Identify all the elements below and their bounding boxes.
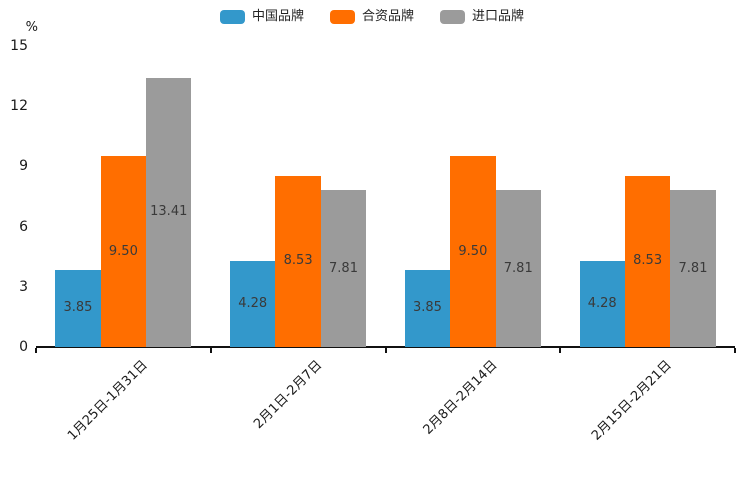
legend-label: 合资品牌 [361,9,414,24]
bar-进口品牌-3[interactable] [670,190,716,347]
y-tick-label: 12 [10,98,28,115]
x-category-label: 2月1日-2月7日 [251,357,326,432]
x-axis-tick [35,348,37,353]
x-category-label: 2月8日-2月14日 [420,357,501,438]
x-axis-line [36,346,735,348]
y-tick-label: 3 [19,278,28,295]
y-tick-label: 15 [10,38,28,54]
bar-中国品牌-0[interactable] [55,269,101,347]
bar-合资品牌-0[interactable] [100,156,147,347]
bar-合资品牌-1[interactable] [275,175,321,347]
y-tick-label: 9 [19,158,28,175]
bar-中国品牌-1[interactable] [230,261,276,347]
x-axis-tick [384,348,387,353]
y-tick-label: 6 [19,218,28,235]
legend-item-2[interactable]: 进口品牌 [440,10,524,24]
y-axis-unit-label: % [25,20,38,35]
x-axis-tick [559,348,562,353]
y-tick-label: 0 [19,339,28,355]
x-axis-tick [209,348,212,353]
legend-swatch-icon [329,10,355,24]
x-category-label: 1月25日-1月31日 [65,357,151,444]
legend-label: 中国品牌 [251,9,304,24]
legend-swatch-icon [219,10,245,24]
legend-item-1[interactable]: 合资品牌 [329,9,414,24]
legend-item-0[interactable]: 中国品牌 [219,9,304,24]
bar-合资品牌-2[interactable] [450,156,496,347]
chart-legend: 中国品牌 合资品牌 进口品牌 [0,10,744,24]
x-axis-tick [734,348,736,353]
bar-中国品牌-3[interactable] [579,261,625,347]
x-category-label: 2月15日-2月21日 [589,357,676,444]
bar-中国品牌-2[interactable] [404,269,451,347]
bar-进口品牌-0[interactable] [146,77,192,347]
bar-合资品牌-3[interactable] [624,175,671,347]
legend-label: 进口品牌 [472,9,525,24]
legend-swatch-icon [440,10,465,24]
bar-进口品牌-2[interactable] [495,190,541,347]
bar-进口品牌-1[interactable] [320,190,367,347]
